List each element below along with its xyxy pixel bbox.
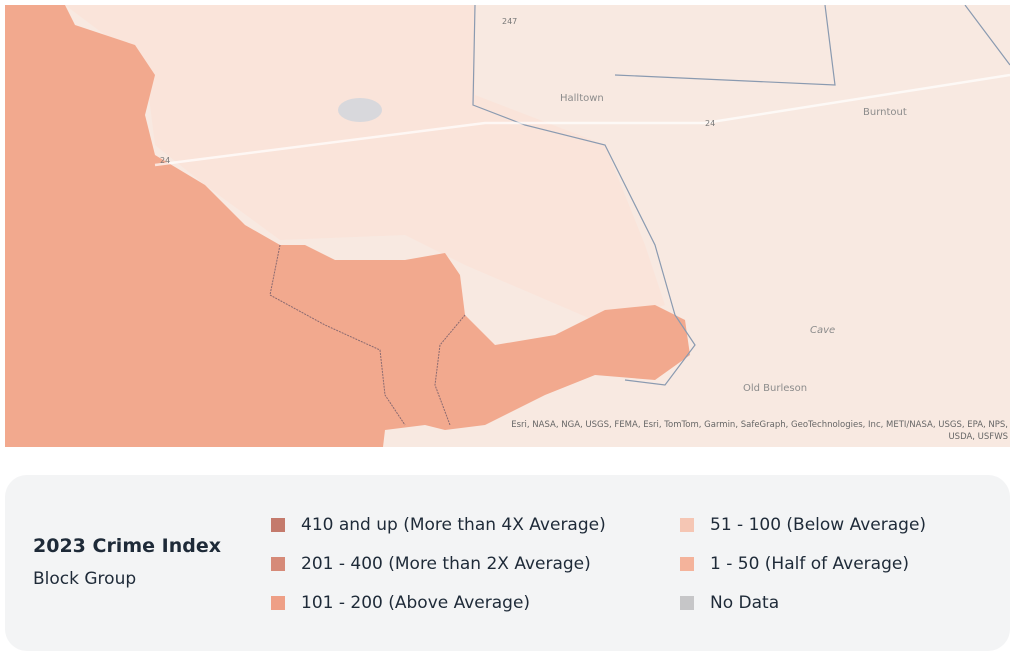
legend: 2023 Crime Index Block Group 410 and up … bbox=[5, 475, 1010, 651]
legend-item: 1 - 50 (Half of Average) bbox=[680, 554, 909, 574]
place-label: Cave bbox=[810, 325, 835, 336]
legend-swatch bbox=[271, 596, 285, 610]
road-shield: 247 bbox=[502, 17, 517, 26]
legend-item: No Data bbox=[680, 593, 779, 613]
legend-item: 410 and up (More than 4X Average) bbox=[271, 515, 606, 535]
legend-swatch bbox=[271, 518, 285, 532]
high-crime-region bbox=[5, 5, 690, 447]
light-region bbox=[65, 5, 665, 325]
attribution: Esri, NASA, NGA, USGS, FEMA, Esri, TomTo… bbox=[511, 420, 1008, 442]
road bbox=[154, 73, 1010, 167]
legend-swatch bbox=[680, 557, 694, 571]
legend-title: 2023 Crime Index bbox=[33, 535, 221, 557]
road-shield: 24 bbox=[160, 156, 170, 165]
legend-subtitle: Block Group bbox=[33, 569, 137, 589]
legend-label: 201 - 400 (More than 2X Average) bbox=[301, 554, 591, 574]
place-label: Burntout bbox=[863, 107, 907, 118]
legend-swatch bbox=[680, 518, 694, 532]
map: Halltown Burntout Old Burleson Cave 24 2… bbox=[5, 5, 1010, 447]
place-label: Old Burleson bbox=[743, 383, 807, 394]
lake bbox=[338, 98, 382, 122]
legend-label: No Data bbox=[710, 593, 780, 613]
legend-label: 410 and up (More than 4X Average) bbox=[301, 515, 606, 535]
legend-label: 1 - 50 (Half of Average) bbox=[710, 554, 909, 574]
legend-swatch bbox=[680, 596, 694, 610]
legend-label: 51 - 100 (Below Average) bbox=[710, 515, 927, 535]
boundary bbox=[472, 5, 696, 386]
place-label: Halltown bbox=[560, 93, 604, 104]
road-shield: 24 bbox=[705, 119, 715, 128]
legend-label: 101 - 200 (Above Average) bbox=[301, 593, 531, 613]
legend-item: 201 - 400 (More than 2X Average) bbox=[271, 554, 591, 574]
legend-swatch bbox=[271, 557, 285, 571]
boundary bbox=[614, 5, 1010, 86]
legend-item: 51 - 100 (Below Average) bbox=[680, 515, 926, 535]
legend-item: 101 - 200 (Above Average) bbox=[271, 593, 530, 613]
boundary bbox=[269, 244, 466, 426]
